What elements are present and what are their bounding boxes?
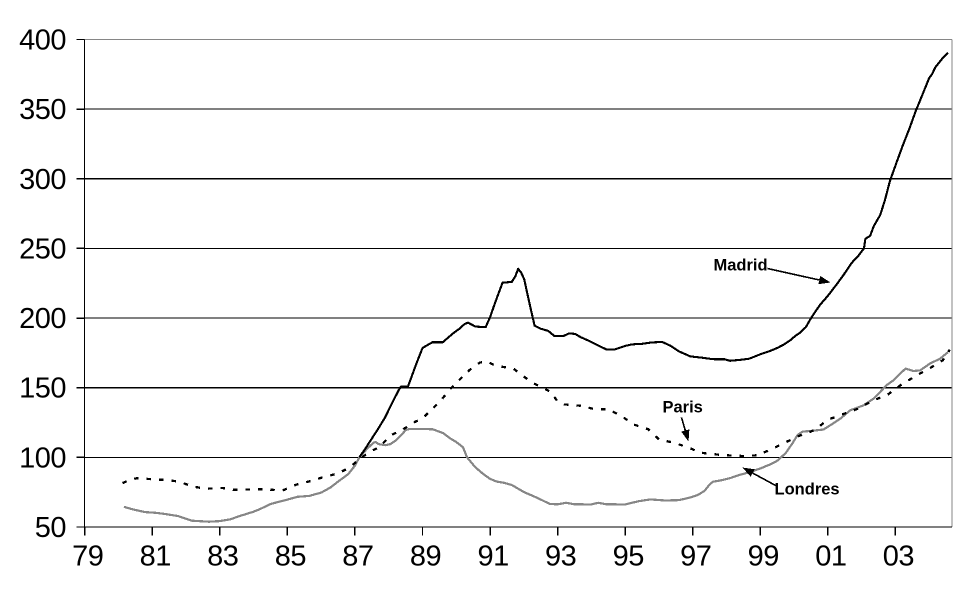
svg-text:93: 93 <box>545 541 576 573</box>
svg-text:200: 200 <box>19 303 66 335</box>
svg-text:97: 97 <box>680 541 711 573</box>
svg-text:350: 350 <box>19 94 66 126</box>
svg-text:87: 87 <box>342 541 373 573</box>
svg-text:100: 100 <box>19 442 66 474</box>
svg-text:81: 81 <box>140 541 171 573</box>
svg-text:91: 91 <box>477 541 508 573</box>
svg-text:Londres: Londres <box>775 481 840 499</box>
svg-text:99: 99 <box>748 541 779 573</box>
svg-text:03: 03 <box>883 541 914 573</box>
svg-text:83: 83 <box>207 541 238 573</box>
svg-text:300: 300 <box>19 164 66 196</box>
svg-text:85: 85 <box>275 541 306 573</box>
svg-text:Madrid: Madrid <box>714 257 768 275</box>
svg-text:Paris: Paris <box>663 399 703 417</box>
svg-text:01: 01 <box>815 541 846 573</box>
svg-text:89: 89 <box>410 541 441 573</box>
svg-text:95: 95 <box>613 541 644 573</box>
svg-text:50: 50 <box>35 512 66 544</box>
svg-text:400: 400 <box>19 25 66 57</box>
svg-text:250: 250 <box>19 233 66 265</box>
svg-text:150: 150 <box>19 373 66 405</box>
svg-text:79: 79 <box>72 541 103 573</box>
